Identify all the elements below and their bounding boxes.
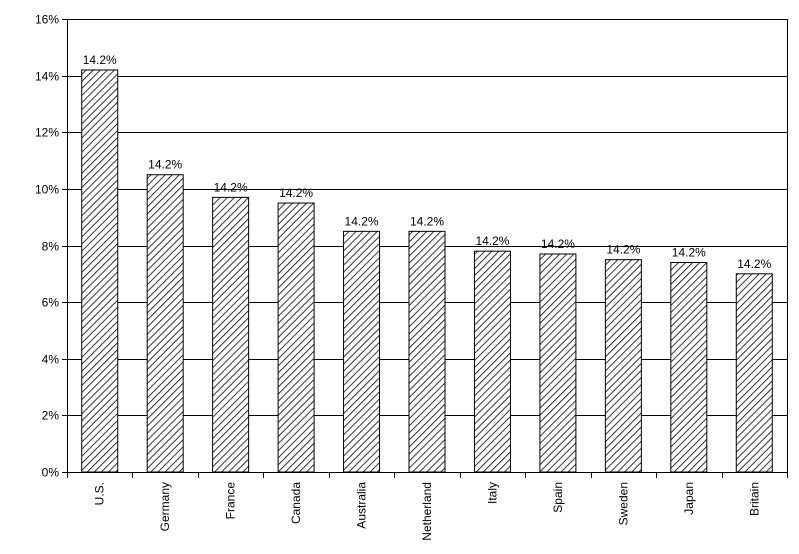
x-tick-label: Sweden [616,482,630,525]
x-tick-label: France [224,482,238,520]
bars [81,69,773,473]
data-label: 14.2% [737,257,771,271]
x-tick-label: Japan [682,482,696,515]
x-tick-label: Spain [551,482,565,513]
data-label: 14.2% [606,243,640,257]
bar-spain [539,253,577,473]
x-tick-label: Germany [158,482,172,531]
data-label: 14.2% [279,186,313,200]
x-tick-label: Netherland [420,482,434,541]
bar-australia [343,230,381,473]
data-label: 14.2% [83,53,117,67]
x-tick-label: U.S. [93,482,107,505]
bar-us [81,69,119,473]
bar-netherland [408,230,446,473]
bar-sweden [604,259,642,473]
bar-canada [277,202,315,473]
data-label: 14.2% [148,158,182,172]
y-tick-label: 8% [42,240,60,254]
x-tick-label: Italy [485,482,499,504]
y-tick-label: 12% [35,126,59,140]
y-axis-ticks: 0% 2% 4% 6% 8% 10% 12% 14% 16% [35,13,67,480]
y-tick-label: 14% [35,70,59,84]
y-tick-label: 16% [35,13,59,27]
x-axis-labels: U.S. Germany France Canada Australia Netherla… [67,472,788,541]
y-tick-label: 0% [42,466,60,480]
data-label: 14.2% [345,214,379,228]
x-tick-label: Canada [289,482,303,524]
data-label: 14.2% [410,214,444,228]
bar-britain [735,273,773,473]
y-tick-label: 10% [35,183,59,197]
data-label: 14.2% [672,245,706,259]
y-tick-label: 2% [42,409,60,423]
data-label: 14.2% [475,234,509,248]
data-labels: 14.2% 14.2% 14.2% 14.2% 14.2% 14.2% 14.2% 14.2%… [83,53,772,271]
bar-france [212,196,250,473]
x-tick-label: Britain [747,482,761,516]
bar-germany [146,174,184,473]
x-tick-label: Australia [355,482,369,529]
y-tick-label: 4% [42,353,60,367]
data-label: 14.2% [541,237,575,251]
bar-japan [670,261,708,473]
bar-italy [473,250,511,473]
data-label: 14.2% [214,180,248,194]
y-tick-label: 6% [42,296,60,310]
